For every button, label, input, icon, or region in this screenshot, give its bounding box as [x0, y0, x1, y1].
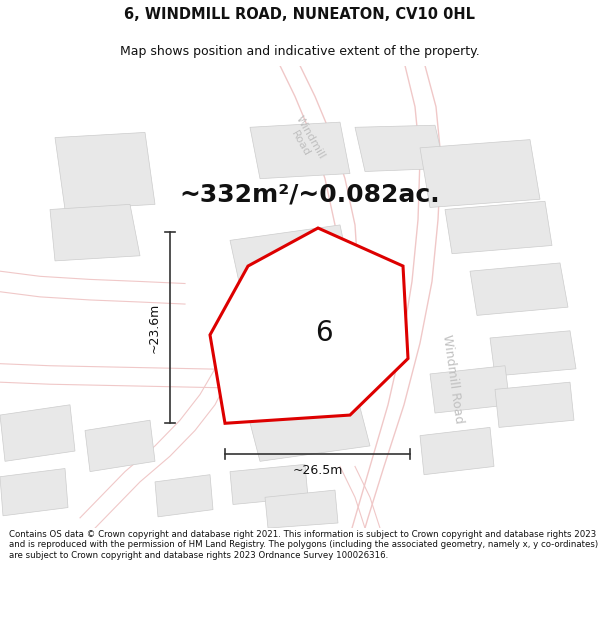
Polygon shape — [85, 420, 155, 472]
Polygon shape — [420, 139, 540, 208]
Polygon shape — [470, 263, 568, 316]
Text: Windmill
Road: Windmill Road — [284, 114, 326, 167]
Text: Contains OS data © Crown copyright and database right 2021. This information is : Contains OS data © Crown copyright and d… — [9, 530, 598, 560]
Polygon shape — [55, 132, 155, 209]
Polygon shape — [445, 201, 552, 254]
Text: 6: 6 — [315, 319, 332, 346]
Polygon shape — [155, 474, 213, 517]
Text: ~332m²/~0.082ac.: ~332m²/~0.082ac. — [179, 182, 440, 206]
Text: 6, WINDMILL ROAD, NUNEATON, CV10 0HL: 6, WINDMILL ROAD, NUNEATON, CV10 0HL — [125, 7, 476, 22]
Polygon shape — [240, 369, 370, 461]
Polygon shape — [430, 366, 510, 413]
Text: Map shows position and indicative extent of the property.: Map shows position and indicative extent… — [120, 45, 480, 58]
Polygon shape — [420, 428, 494, 474]
Polygon shape — [495, 382, 574, 428]
Text: Windmill Road: Windmill Road — [440, 334, 466, 424]
Polygon shape — [265, 490, 338, 528]
Polygon shape — [0, 469, 68, 516]
Text: ~23.6m: ~23.6m — [148, 302, 161, 353]
Polygon shape — [210, 228, 408, 423]
Polygon shape — [50, 204, 140, 261]
Polygon shape — [355, 125, 445, 171]
Text: ~26.5m: ~26.5m — [292, 464, 343, 477]
Polygon shape — [0, 405, 75, 461]
Polygon shape — [250, 122, 350, 179]
Polygon shape — [230, 225, 360, 333]
Polygon shape — [490, 331, 576, 376]
Polygon shape — [230, 464, 308, 504]
